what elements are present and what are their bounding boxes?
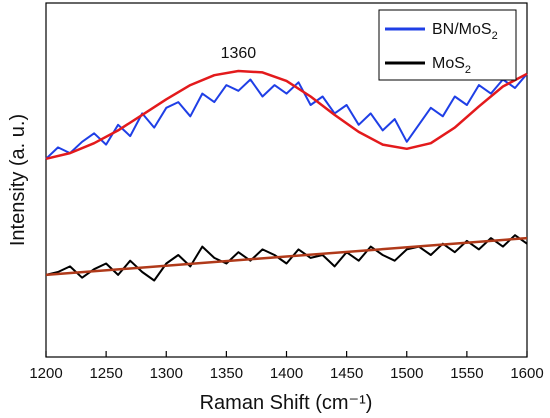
legend-label: MoS2 [432,55,471,76]
x-tick-label: 1200 [29,365,62,382]
series-line-bn-mos-fit-1 [45,69,528,161]
x-axis-title: Raman Shift (cm⁻¹) [200,392,373,414]
x-tick-label: 1450 [330,365,363,382]
x-tick-label: 1250 [89,365,122,382]
series-line-bn-mos-0 [45,73,528,160]
peak-annotation: 1360 [221,45,257,62]
x-tick-label: 1500 [390,365,423,382]
series-line-mos-2 [45,234,528,282]
x-tick-label: 1350 [210,365,243,382]
x-tick-label: 1300 [150,365,183,382]
legend-box [378,9,517,81]
legend-label: BN/MoS2 [432,21,498,42]
x-tick-label: 1550 [450,365,483,382]
y-axis-title: Intensity (a. u.) [7,114,29,246]
x-tick-label: 1600 [510,365,543,382]
annotations: 1360 [221,45,257,62]
x-tick-label: 1400 [270,365,303,382]
x-ticks: 1200 1250 1300 1350 1400 1450 1500 1550 1600 [29,351,544,382]
series-layer [45,69,528,282]
series-line-mos-fit-3 [45,236,528,277]
legend: BN/MoS2 MoS2 [378,9,517,81]
